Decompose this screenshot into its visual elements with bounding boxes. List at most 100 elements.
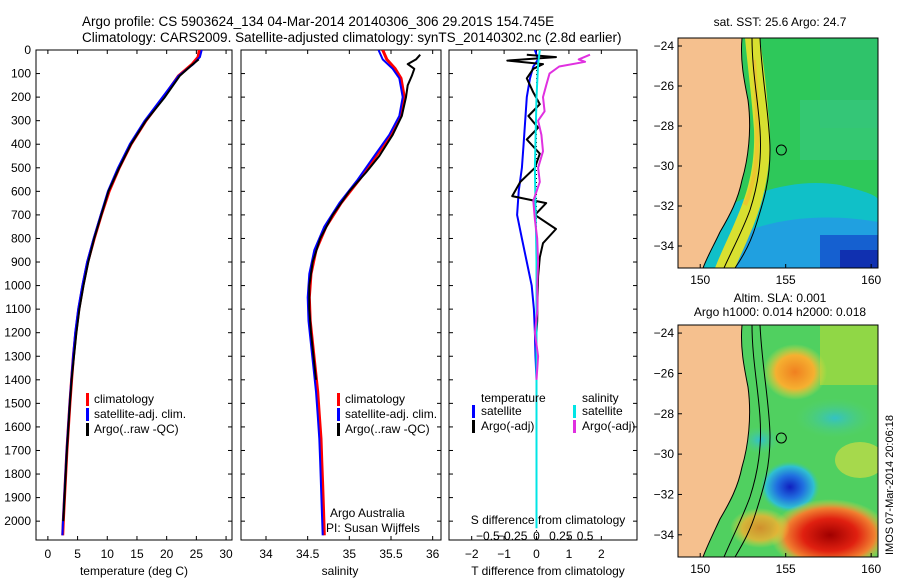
depth-tick-label: 0 bbox=[24, 43, 31, 57]
difference-axes bbox=[448, 49, 638, 541]
salinity-xlabel: salinity bbox=[322, 564, 359, 578]
depth-tick-label: 100 bbox=[11, 67, 31, 81]
legend-s-argo-swatch bbox=[573, 420, 576, 433]
pi-note: PI: Susan Wijffels bbox=[326, 521, 420, 535]
temperature-legend: climatology satellite-adj. clim. Argo(..… bbox=[86, 392, 186, 436]
sla-map-image bbox=[678, 325, 878, 557]
lat-tick-label: −24 bbox=[654, 39, 675, 53]
salinity-axes bbox=[240, 49, 442, 541]
x-tick-label: 5 bbox=[74, 547, 81, 561]
sst-map-image bbox=[678, 38, 878, 268]
temperature-axes bbox=[35, 49, 233, 541]
sst-map: sat. SST: 25.6 Argo: 24.7 150 155 160 −24 −2… bbox=[654, 15, 882, 287]
salinity-profiles bbox=[306, 50, 421, 536]
depth-tick-label: 1800 bbox=[4, 467, 31, 481]
depth-tick-label: 1900 bbox=[4, 491, 31, 505]
depth-tick-label: 2000 bbox=[4, 514, 31, 528]
s-tick-label: 0 bbox=[533, 529, 540, 543]
sal-legend-satellite-swatch bbox=[337, 408, 340, 421]
x-tick-label: 30 bbox=[219, 547, 233, 561]
legend-climatology-label: climatology bbox=[94, 392, 154, 406]
depth-tick-label: 800 bbox=[11, 231, 31, 245]
temperature-profiles bbox=[61, 50, 203, 536]
depth-tick-label: 1700 bbox=[4, 443, 31, 457]
series-line-satellite-adj-clim- bbox=[61, 50, 203, 536]
x-tick-label: 35 bbox=[343, 547, 357, 561]
profile-location-marker bbox=[775, 144, 787, 156]
sla-map: Altim. SLA: 0.001 Argo h1000: 0.014 h200… bbox=[654, 291, 882, 576]
x-tick-label: 36 bbox=[426, 547, 440, 561]
x-tick-label: 15 bbox=[130, 547, 144, 561]
depth-tick-label: 900 bbox=[11, 255, 31, 269]
land-area bbox=[678, 38, 750, 268]
lat-tick-label: −26 bbox=[654, 366, 675, 380]
lat-tick-label: −26 bbox=[654, 79, 675, 93]
temperature-xlabel: temperature (deg C) bbox=[80, 564, 188, 578]
x-tick-label: 0 bbox=[45, 547, 52, 561]
series-line-satellite bbox=[533, 50, 541, 529]
temperature-panel: 0100200300400500600700800900100011001200… bbox=[4, 43, 233, 578]
sla-map-frame bbox=[677, 324, 879, 558]
lon-tick-label: 160 bbox=[861, 273, 881, 287]
series-line-satellite bbox=[516, 50, 540, 380]
sst-map-ticks: 150 155 160 −24 −26 −28 −30 −32 −34 bbox=[654, 39, 882, 287]
t-difference-ticks: −2 −1 0 1 2 bbox=[465, 50, 605, 561]
sal-legend-argo-label: Argo(..raw -QC) bbox=[345, 422, 430, 436]
salinity-depth-ticks bbox=[241, 49, 441, 522]
salinity-ticks: 34 34.5 35 35.5 36 bbox=[259, 50, 440, 561]
s-difference-label: S difference from climatology bbox=[471, 513, 626, 527]
x-tick-label: 0 bbox=[533, 547, 540, 561]
lat-tick-label: −24 bbox=[654, 326, 675, 340]
depth-tick-label: 1400 bbox=[4, 373, 31, 387]
depth-tick-label: 400 bbox=[11, 137, 31, 151]
imos-timestamp: IMOS 07-Mar-2014 20:06:18 bbox=[884, 415, 896, 555]
depth-tick-label: 1600 bbox=[4, 420, 31, 434]
legend-t-satellite-swatch bbox=[472, 405, 475, 418]
argo-australia-note: Argo Australia bbox=[330, 506, 405, 520]
legend-temperature-title: temperature bbox=[481, 391, 546, 405]
legend-s-satellite-label: satellite bbox=[582, 404, 623, 418]
s-tick-label: 0.25 bbox=[549, 529, 573, 543]
x-tick-label: 35.5 bbox=[379, 547, 403, 561]
difference-legend: temperature salinity satellite Argo(-adj… bbox=[472, 391, 635, 433]
difference-depth-ticks bbox=[449, 49, 637, 522]
legend-t-argo-swatch bbox=[472, 420, 475, 433]
lat-tick-label: −34 bbox=[654, 528, 675, 542]
depth-tick-label: 1300 bbox=[4, 349, 31, 363]
depth-tick-label: 600 bbox=[11, 184, 31, 198]
lat-tick-label: −28 bbox=[654, 407, 675, 421]
lat-tick-label: −30 bbox=[654, 447, 675, 461]
legend-t-argo-label: Argo(-adj) bbox=[481, 419, 534, 433]
legend-salinity-title: salinity bbox=[582, 391, 619, 405]
x-tick-label: −1 bbox=[497, 547, 511, 561]
s-difference-ticks: −0.5−0.25 0 0.25 0.5 bbox=[476, 529, 594, 543]
x-tick-label: 34.5 bbox=[296, 547, 320, 561]
series-line-argo-raw-qc- bbox=[62, 58, 200, 522]
sal-legend-climatology-swatch bbox=[337, 393, 340, 406]
sal-legend-argo-swatch bbox=[337, 423, 340, 436]
sst-map-frame bbox=[677, 37, 879, 269]
series-line-argo-adj- bbox=[506, 53, 557, 333]
x-tick-label: 2 bbox=[598, 547, 605, 561]
lat-tick-label: −32 bbox=[654, 487, 675, 501]
lon-tick-label: 150 bbox=[690, 273, 710, 287]
sal-legend-climatology-label: climatology bbox=[345, 392, 405, 406]
temperature-ticks: 0 5 10 15 20 25 30 bbox=[45, 50, 233, 561]
legend-t-satellite-label: satellite bbox=[481, 404, 522, 418]
difference-profiles bbox=[506, 50, 591, 529]
sst-map-title: sat. SST: 25.6 Argo: 24.7 bbox=[714, 15, 847, 29]
x-tick-label: −2 bbox=[465, 547, 479, 561]
sla-map-title-1: Altim. SLA: 0.001 bbox=[734, 291, 827, 305]
depth-tick-label: 1100 bbox=[5, 302, 31, 316]
x-tick-label: 10 bbox=[101, 547, 115, 561]
depth-tick-label: 500 bbox=[11, 161, 31, 175]
legend-satellite-swatch bbox=[86, 408, 89, 421]
lat-tick-label: −32 bbox=[654, 199, 675, 213]
lon-tick-label: 150 bbox=[690, 562, 710, 576]
x-tick-label: 1 bbox=[566, 547, 573, 561]
series-line-climatology bbox=[307, 50, 406, 536]
profile-location-marker-2 bbox=[775, 432, 787, 444]
x-tick-label: 34 bbox=[259, 547, 273, 561]
t-difference-label: T difference from climatology bbox=[471, 564, 625, 578]
